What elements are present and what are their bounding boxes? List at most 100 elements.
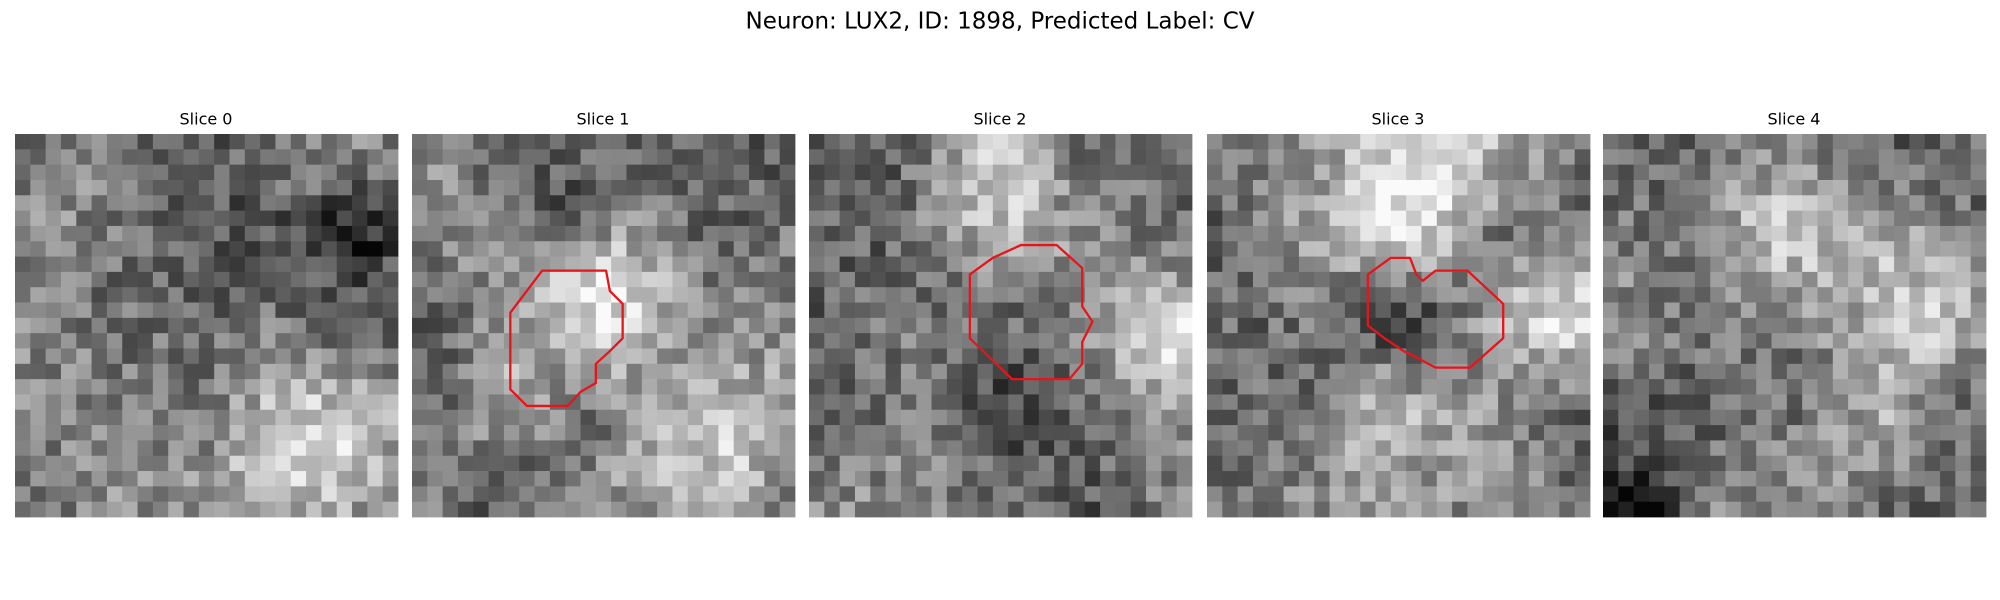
pixel bbox=[580, 302, 597, 319]
pixel bbox=[1574, 363, 1591, 380]
pixel bbox=[1298, 256, 1315, 273]
pixel bbox=[91, 210, 108, 227]
pixel bbox=[1360, 241, 1376, 257]
pixel bbox=[137, 501, 154, 518]
pixel bbox=[1679, 471, 1696, 487]
pixel bbox=[1970, 501, 1987, 518]
pixel bbox=[367, 333, 384, 349]
pixel bbox=[779, 486, 796, 503]
pixel bbox=[30, 348, 47, 365]
pixel bbox=[992, 302, 1009, 319]
pixel bbox=[1648, 256, 1665, 273]
pixel bbox=[534, 363, 551, 380]
pixel bbox=[1603, 486, 1619, 503]
pixel bbox=[900, 241, 917, 257]
pixel bbox=[1176, 271, 1193, 288]
pixel bbox=[1633, 302, 1650, 319]
pixel bbox=[1146, 348, 1162, 365]
pixel bbox=[1909, 225, 1926, 242]
pixel bbox=[382, 149, 399, 166]
pixel bbox=[30, 164, 47, 181]
pixel bbox=[534, 425, 551, 441]
pixel bbox=[1008, 440, 1024, 457]
pixel bbox=[1817, 149, 1834, 166]
pixel bbox=[15, 271, 31, 288]
pixel bbox=[718, 149, 735, 166]
pixel bbox=[900, 348, 917, 365]
pixel bbox=[809, 394, 825, 411]
pixel bbox=[1725, 225, 1742, 242]
pixel bbox=[1084, 134, 1101, 150]
pixel bbox=[152, 317, 169, 334]
pixel bbox=[519, 333, 535, 349]
pixel bbox=[1878, 302, 1895, 319]
pixel bbox=[214, 348, 230, 365]
pixel bbox=[76, 149, 92, 166]
pixel bbox=[1222, 302, 1239, 319]
pixel bbox=[1863, 149, 1880, 166]
pixel bbox=[214, 241, 230, 257]
pixel bbox=[733, 379, 750, 395]
pixel bbox=[1664, 302, 1680, 319]
pixel bbox=[1161, 471, 1178, 487]
pixel bbox=[687, 348, 704, 365]
pixel bbox=[382, 179, 399, 196]
pixel bbox=[76, 394, 92, 411]
pixel bbox=[488, 210, 505, 227]
pixel bbox=[1970, 179, 1987, 196]
pixel bbox=[1054, 210, 1070, 227]
pixel bbox=[168, 363, 184, 380]
pixel bbox=[1940, 425, 1956, 441]
pixel bbox=[1498, 379, 1514, 395]
pixel bbox=[1603, 149, 1619, 166]
pixel bbox=[1694, 440, 1711, 457]
pixel bbox=[1955, 195, 1972, 211]
pixel bbox=[457, 440, 474, 457]
pixel bbox=[611, 210, 627, 227]
pixel bbox=[1694, 348, 1711, 365]
pixel bbox=[152, 348, 169, 365]
pixel bbox=[1222, 241, 1239, 257]
pixel bbox=[1694, 256, 1711, 273]
pixel bbox=[626, 271, 643, 288]
pixel bbox=[1207, 455, 1223, 472]
pixel bbox=[275, 241, 292, 257]
pixel bbox=[1069, 501, 1086, 518]
pixel bbox=[764, 179, 781, 196]
pixel bbox=[1222, 134, 1239, 150]
pixel bbox=[352, 149, 368, 166]
pixel bbox=[503, 455, 520, 472]
pixel bbox=[687, 471, 704, 487]
pixel bbox=[321, 164, 338, 181]
pixel bbox=[427, 195, 444, 211]
pixel bbox=[824, 440, 841, 457]
pixel bbox=[457, 394, 474, 411]
pixel bbox=[457, 225, 474, 242]
pixel bbox=[367, 409, 384, 426]
pixel bbox=[779, 317, 796, 334]
pixel bbox=[244, 164, 261, 181]
pixel bbox=[1633, 225, 1650, 242]
pixel bbox=[1940, 348, 1956, 365]
pixel bbox=[534, 302, 551, 319]
pixel bbox=[1146, 333, 1162, 349]
pixel bbox=[1740, 455, 1757, 472]
pixel bbox=[809, 287, 825, 303]
pixel bbox=[962, 394, 978, 411]
pixel bbox=[916, 195, 932, 211]
pixel bbox=[916, 225, 932, 242]
pixel bbox=[1528, 501, 1545, 518]
pixel bbox=[1894, 134, 1910, 150]
pixel bbox=[1115, 363, 1132, 380]
pixel bbox=[1710, 333, 1726, 349]
pixel bbox=[1146, 195, 1162, 211]
pixel bbox=[1237, 394, 1254, 411]
pixel bbox=[442, 241, 459, 257]
pixel bbox=[1664, 394, 1680, 411]
pixel bbox=[1406, 409, 1422, 426]
pixel bbox=[764, 333, 781, 349]
pixel bbox=[427, 486, 444, 503]
pixel bbox=[1710, 179, 1726, 196]
pixel bbox=[45, 440, 62, 457]
pixel bbox=[1237, 425, 1254, 441]
